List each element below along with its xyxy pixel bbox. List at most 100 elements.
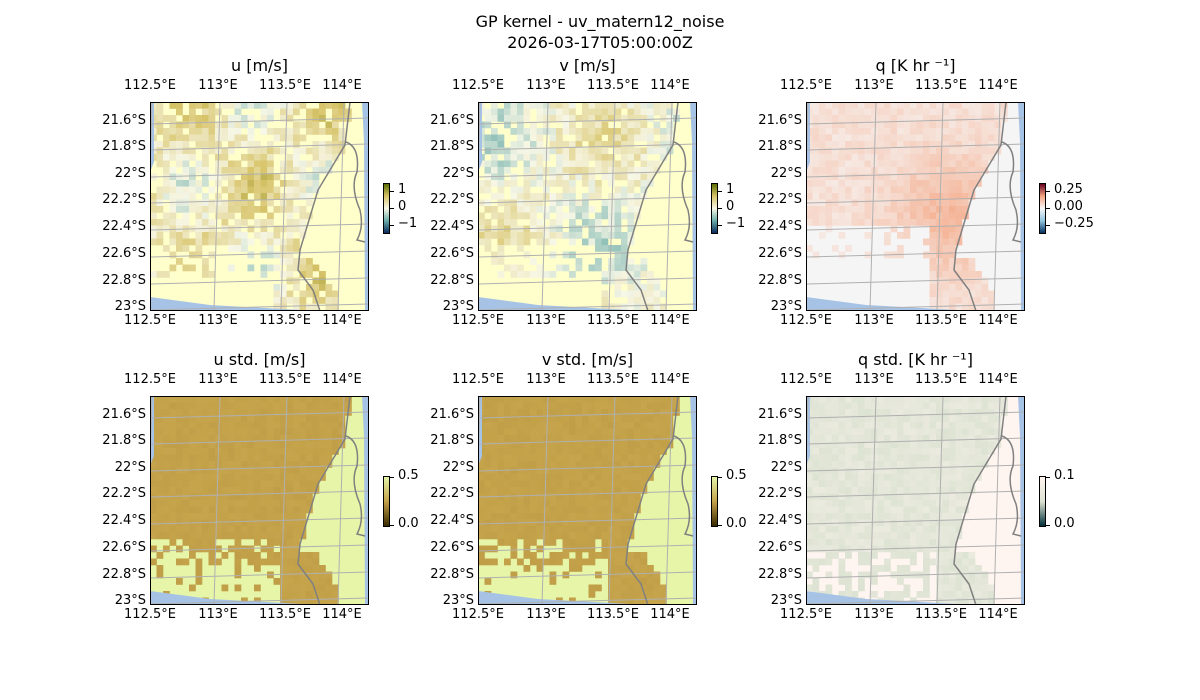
field-cell [169, 147, 177, 155]
field-cell [569, 271, 576, 278]
field-cell [601, 545, 609, 553]
field-cell [169, 173, 177, 181]
field-cell [536, 167, 544, 174]
field-cell [864, 121, 872, 129]
field-cell [504, 264, 511, 272]
field-cell [588, 500, 596, 507]
field-cell [189, 238, 196, 246]
field-cell [903, 409, 911, 416]
field-cell [897, 199, 904, 207]
field-cell [660, 597, 667, 604]
field-cell [647, 128, 654, 135]
field-cell [562, 128, 570, 135]
field-cell [523, 160, 531, 168]
field-cell [634, 199, 641, 207]
field-cell [975, 167, 982, 174]
field-cell [877, 128, 885, 135]
field-cell [151, 219, 157, 226]
lat-tick-label: 22.8°S [430, 567, 474, 582]
field-cell [254, 397, 261, 403]
field-cell [812, 128, 820, 135]
field-cell [562, 212, 570, 220]
field-cell [208, 173, 216, 181]
field-cell [562, 232, 570, 239]
field-cell [936, 571, 943, 579]
field-cell [936, 193, 943, 200]
field-cell [254, 219, 261, 226]
field-cell [877, 199, 885, 207]
field-cell [845, 219, 852, 226]
field-cell [202, 397, 209, 403]
field-cell [955, 519, 963, 527]
field-cell [575, 147, 583, 155]
field-cell [864, 186, 872, 194]
gridline-lat [151, 544, 368, 552]
field-cell [608, 480, 615, 488]
field-cell [975, 271, 982, 278]
field-cell [897, 180, 904, 187]
field-cell [176, 147, 183, 155]
field-cell [582, 487, 589, 494]
field-cell [260, 506, 268, 514]
field-cell [929, 108, 937, 116]
field-cell [929, 290, 937, 298]
field-cell [195, 467, 203, 475]
field-cell [871, 415, 878, 423]
field-cell [903, 173, 911, 181]
field-cell [942, 441, 950, 449]
lat-tick-label: 22.8°S [102, 273, 146, 288]
field-cell [955, 597, 963, 604]
field-cell [975, 409, 982, 416]
field-cell [530, 558, 537, 566]
field-cell [660, 415, 667, 423]
field-cell [858, 441, 865, 449]
field-cell [332, 409, 339, 416]
colorbar [1039, 476, 1046, 527]
field-cell [981, 409, 989, 416]
field-cell [241, 526, 248, 533]
field-cell [247, 513, 255, 520]
field-cell [634, 474, 641, 481]
field-cell [312, 474, 320, 481]
field-cell [864, 180, 872, 187]
field-cell [254, 441, 261, 449]
field-cell [319, 271, 326, 278]
field-cell [851, 134, 859, 142]
field-cell [608, 578, 615, 585]
field-cell [807, 206, 813, 213]
field-cell [169, 415, 177, 423]
field-cell [981, 303, 989, 310]
field-cell [955, 493, 963, 501]
field-cell [825, 545, 833, 553]
field-cell [955, 571, 963, 579]
field-cell [968, 467, 976, 475]
field-cell [484, 108, 492, 116]
field-cell [666, 422, 674, 429]
field-cell [247, 115, 255, 122]
field-cell [595, 461, 602, 468]
field-cell [299, 441, 307, 449]
field-cell [484, 480, 492, 488]
field-cell [601, 160, 609, 168]
field-cell [319, 154, 326, 161]
field-cell [975, 578, 982, 585]
field-cell [621, 500, 628, 507]
field-cell [530, 526, 537, 533]
gridline-lat [151, 437, 368, 445]
field-cell [169, 141, 177, 148]
field-cell [163, 245, 170, 252]
field-cell [549, 225, 557, 233]
field-cell [582, 493, 589, 501]
field-cell [595, 487, 602, 494]
field-cell [556, 147, 563, 155]
field-cell [807, 193, 813, 200]
field-cell [556, 558, 563, 566]
field-cell [562, 154, 570, 161]
field-cell [497, 160, 505, 168]
field-cell [169, 212, 177, 220]
field-cell [614, 303, 622, 310]
field-cell [812, 180, 820, 187]
field-cell [968, 461, 976, 468]
field-cell [903, 526, 911, 533]
field-cell [890, 141, 898, 148]
